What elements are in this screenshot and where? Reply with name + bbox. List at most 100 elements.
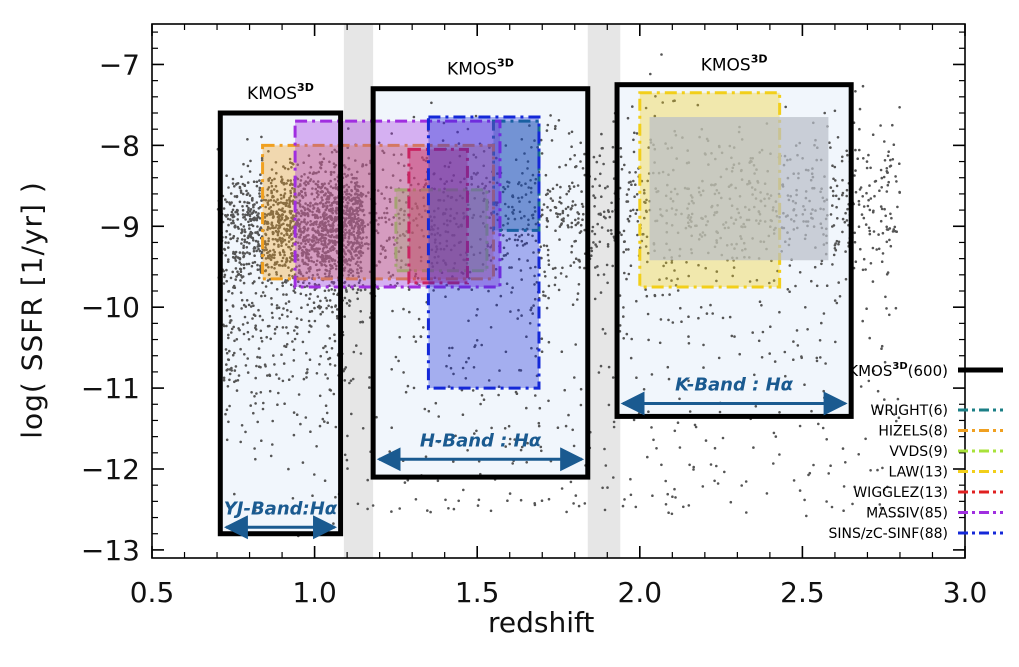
data-point bbox=[645, 294, 649, 298]
data-point bbox=[233, 351, 236, 355]
data-point bbox=[893, 225, 897, 229]
data-point bbox=[891, 123, 894, 127]
data-point bbox=[352, 257, 355, 261]
data-point bbox=[242, 263, 246, 267]
data-point bbox=[346, 146, 350, 149]
data-point bbox=[346, 434, 349, 438]
data-point bbox=[315, 259, 319, 263]
data-point bbox=[297, 280, 300, 284]
data-point bbox=[295, 332, 299, 336]
data-point bbox=[230, 319, 233, 322]
data-point bbox=[422, 326, 425, 329]
data-point bbox=[317, 170, 321, 174]
data-point bbox=[560, 350, 564, 354]
data-point bbox=[660, 463, 663, 467]
data-point bbox=[555, 183, 559, 187]
data-point bbox=[234, 210, 237, 214]
data-point bbox=[357, 206, 361, 210]
data-point bbox=[503, 202, 507, 206]
data-point bbox=[241, 182, 245, 186]
data-point bbox=[313, 197, 316, 201]
data-point bbox=[289, 248, 293, 251]
data-point bbox=[300, 209, 303, 213]
data-point bbox=[288, 223, 292, 227]
data-point bbox=[275, 271, 278, 274]
legend-label: SINS/zC-SINF(88) bbox=[828, 526, 948, 542]
data-point bbox=[281, 213, 285, 216]
data-point bbox=[231, 292, 234, 295]
data-point bbox=[653, 293, 657, 297]
data-point bbox=[308, 269, 311, 273]
data-point bbox=[357, 275, 361, 278]
data-point bbox=[266, 225, 270, 229]
data-point bbox=[310, 244, 314, 247]
data-point bbox=[280, 353, 283, 357]
data-point bbox=[803, 383, 806, 387]
data-point bbox=[312, 301, 316, 305]
data-point bbox=[256, 225, 259, 228]
data-point bbox=[365, 236, 368, 239]
data-point bbox=[258, 314, 262, 318]
data-point bbox=[290, 238, 293, 241]
data-point bbox=[265, 335, 269, 339]
data-point bbox=[345, 190, 349, 193]
data-point bbox=[346, 196, 349, 200]
data-point bbox=[230, 201, 233, 204]
data-point bbox=[321, 247, 325, 251]
data-point bbox=[254, 239, 258, 243]
data-point bbox=[559, 272, 563, 275]
data-point bbox=[627, 181, 631, 184]
data-point bbox=[647, 410, 650, 414]
data-point bbox=[259, 173, 262, 176]
data-point bbox=[309, 223, 312, 227]
data-point bbox=[254, 211, 258, 214]
data-point bbox=[761, 330, 765, 334]
data-point bbox=[360, 237, 363, 241]
data-point bbox=[254, 457, 257, 461]
data-point bbox=[880, 186, 883, 189]
data-point bbox=[224, 198, 227, 201]
data-point bbox=[292, 359, 296, 362]
data-point bbox=[277, 218, 280, 222]
data-point bbox=[280, 175, 283, 179]
data-point bbox=[222, 207, 226, 210]
data-point bbox=[267, 186, 271, 189]
data-point bbox=[592, 194, 595, 197]
data-point bbox=[230, 331, 233, 334]
data-point bbox=[248, 210, 252, 213]
data-point bbox=[697, 316, 700, 320]
data-point bbox=[239, 279, 242, 282]
data-point bbox=[566, 214, 570, 217]
data-point bbox=[255, 180, 259, 184]
data-point bbox=[355, 344, 358, 347]
data-point bbox=[330, 275, 334, 278]
data-point bbox=[265, 248, 268, 251]
data-point bbox=[257, 347, 261, 350]
data-point bbox=[257, 247, 260, 251]
data-point bbox=[385, 239, 389, 243]
data-point bbox=[634, 505, 638, 509]
data-point bbox=[310, 192, 314, 196]
data-point bbox=[326, 250, 330, 253]
data-point bbox=[458, 194, 462, 198]
data-point bbox=[582, 212, 585, 216]
data-point bbox=[239, 274, 243, 277]
data-point bbox=[222, 324, 226, 328]
data-point bbox=[330, 204, 334, 207]
data-point bbox=[831, 164, 834, 167]
data-point bbox=[592, 241, 595, 244]
data-point bbox=[311, 240, 314, 243]
data-point bbox=[319, 166, 323, 170]
data-point bbox=[678, 397, 681, 401]
data-point bbox=[404, 390, 408, 394]
data-point bbox=[267, 251, 270, 254]
data-point bbox=[315, 247, 318, 250]
data-point bbox=[567, 132, 571, 135]
data-point bbox=[569, 207, 573, 211]
data-point bbox=[285, 259, 289, 262]
data-point bbox=[845, 149, 848, 153]
data-point bbox=[894, 306, 898, 310]
data-point bbox=[241, 275, 245, 278]
data-point bbox=[570, 225, 573, 229]
data-point bbox=[308, 297, 311, 301]
